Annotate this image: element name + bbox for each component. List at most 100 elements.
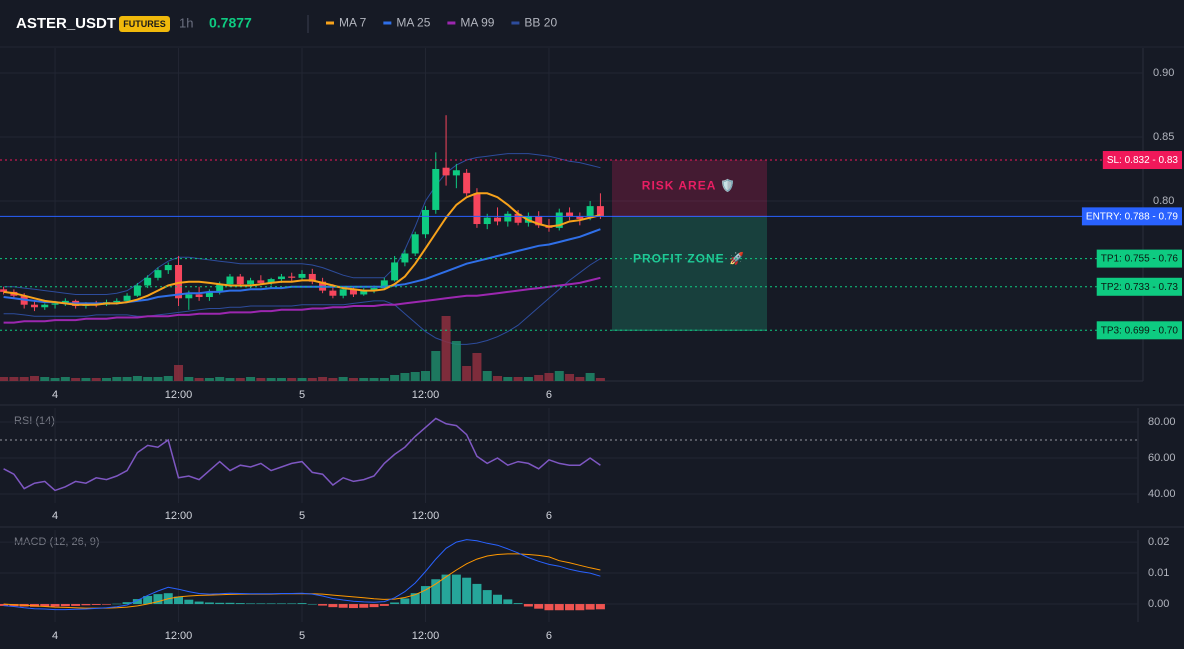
candle-body (432, 168, 440, 210)
candle-body (494, 217, 502, 222)
macd-histogram-bar (246, 603, 256, 605)
macd-histogram-bar (410, 593, 420, 605)
volume-bar (50, 378, 60, 381)
macd-histogram-bar (153, 594, 163, 605)
y-tick-label: 0.90 (1153, 67, 1174, 79)
x-tick-label: 5 (299, 389, 305, 401)
y-tick-label: 0.02 (1148, 536, 1169, 548)
x-tick-label: 5 (299, 510, 305, 522)
volume-bar (369, 378, 379, 381)
legend-label: MA 25 (396, 16, 430, 30)
volume-bar (451, 341, 461, 381)
volume-bar (544, 373, 554, 381)
macd-histogram-bar (50, 604, 60, 607)
badge-bg (119, 16, 170, 32)
y-tick-label: 40.00 (1148, 488, 1176, 500)
level-label-bg (1081, 207, 1182, 226)
macd-histogram-bar (431, 579, 441, 605)
volume-bar (163, 376, 173, 381)
candle-body (205, 291, 213, 298)
volume-bar (565, 374, 575, 381)
macd-histogram-bar (595, 604, 605, 610)
macd-histogram-bar (60, 604, 70, 607)
macd-histogram-bar (472, 583, 482, 605)
candle-body (535, 216, 543, 226)
candle-body (576, 216, 584, 219)
candle-body (401, 253, 409, 263)
x-tick-label: 6 (546, 630, 552, 642)
candle-body (483, 217, 491, 225)
x-tick-label: 12:00 (165, 389, 193, 401)
volume-bar (513, 377, 523, 381)
macd-histogram-bar (369, 604, 379, 608)
macd-histogram-bar (40, 604, 50, 607)
macd-histogram-bar (102, 604, 111, 605)
volume-bar (122, 377, 132, 381)
candle-body (442, 167, 450, 176)
candle-body (154, 270, 162, 278)
volume-bar (102, 378, 111, 381)
x-tick-label: 12:00 (165, 630, 193, 642)
ma-line (3, 192, 601, 306)
volume-bar (81, 378, 91, 381)
candle-body (473, 193, 481, 225)
macd-histogram-bar (318, 604, 328, 606)
volume-bar (359, 378, 369, 381)
x-tick-label: 6 (546, 389, 552, 401)
volume-bar (276, 378, 286, 381)
x-tick-label: 12:00 (412, 510, 440, 522)
candle-body (195, 294, 203, 298)
volume-bar (575, 377, 585, 381)
macd-histogram-bar (554, 604, 564, 611)
volume-bar (503, 377, 513, 381)
macd-histogram-bar (359, 604, 369, 608)
volume-bar (225, 378, 235, 381)
candle-body (452, 170, 460, 176)
volume-bar (595, 378, 605, 381)
volume-bar (174, 365, 184, 381)
candle-body (61, 300, 69, 304)
interval: 1h (179, 15, 193, 30)
candle-body (133, 285, 141, 296)
volume-bar (420, 371, 430, 381)
volume-bar (0, 377, 9, 381)
level-label-bg (1096, 321, 1182, 340)
y-tick-label: 0.85 (1153, 131, 1174, 143)
candle-body (380, 280, 388, 289)
macd-histogram-bar (0, 604, 9, 606)
volume-bar (266, 378, 276, 381)
candle-body (236, 276, 244, 285)
volume-bar (184, 377, 194, 381)
x-tick-label: 4 (52, 630, 58, 642)
volume-bar (19, 377, 29, 381)
volume-bar (60, 377, 70, 381)
volume-bar (472, 353, 482, 381)
candle-body (41, 304, 49, 308)
volume-bar (410, 372, 420, 381)
macd-histogram-bar (184, 599, 194, 605)
volume-bar (246, 377, 256, 381)
level-label-bg (1102, 151, 1182, 170)
ma-line (3, 276, 601, 324)
rsi-line (3, 417, 601, 492)
macd-histogram-bar (348, 604, 358, 609)
volume-bar (554, 371, 564, 381)
macd-histogram-bar (122, 602, 132, 605)
macd-histogram-bar (174, 596, 184, 605)
last-price: 0.7877 (209, 15, 252, 31)
macd-histogram-bar (194, 601, 204, 605)
candle-body (308, 273, 316, 282)
macd-histogram-bar (328, 604, 338, 608)
candle-body (329, 290, 337, 296)
volume-bar (297, 378, 307, 381)
macd-histogram-bar (482, 590, 492, 605)
macd-histogram-bar (379, 604, 389, 606)
zone-label: RISK AREA 🛡️ (642, 178, 736, 192)
candle-body (0, 289, 8, 292)
candle-body (555, 212, 563, 228)
macd-histogram-bar (143, 595, 153, 605)
volume-bar (534, 375, 544, 381)
legend-label: MA 99 (460, 16, 494, 30)
candle-body (144, 277, 152, 286)
